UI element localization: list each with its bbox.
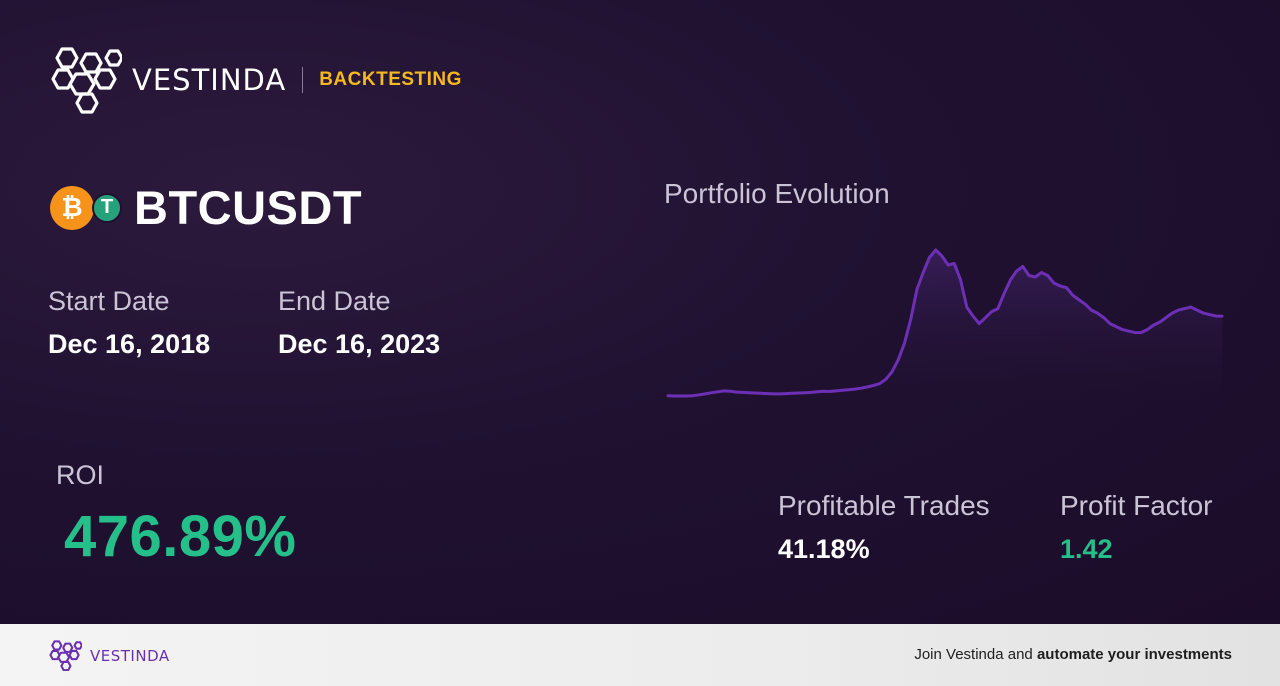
portfolio-area (668, 250, 1222, 404)
hexagon-cluster-icon (49, 640, 82, 671)
start-date-value: Dec 16, 2018 (48, 329, 211, 359)
hexagon-cluster-icon (51, 47, 122, 114)
footer-brand[interactable]: VESTINDA (48, 640, 170, 671)
profit-factor-block: Profit Factor 1.42 (1060, 490, 1212, 565)
end-date-value: Dec 16, 2023 (278, 329, 441, 359)
backtest-card: VESTINDA BACKTESTING ₿ T BTCUSDT Start D… (0, 0, 1280, 624)
footer-cta[interactable]: Join Vestinda and automate your investme… (914, 646, 1232, 663)
profitable-trades-block: Profitable Trades 41.18% (778, 490, 990, 565)
roi-label: ROI (56, 460, 105, 490)
brand-header: VESTINDA BACKTESTING (48, 46, 462, 114)
footer-cta-bold: automate your investments (1036, 646, 1232, 663)
profitable-trades-value: 41.18% (778, 534, 870, 564)
brand-name: VESTINDA (132, 63, 287, 97)
start-date-block: Start Date Dec 16, 2018 (48, 286, 210, 360)
brand-tag: BACKTESTING (319, 69, 462, 90)
tether-icon: T (92, 192, 122, 223)
brand-divider (302, 67, 304, 93)
profitable-trades-label: Profitable Trades (778, 490, 990, 521)
portfolio-chart (666, 248, 1224, 404)
footer: VESTINDA Join Vestinda and automate your… (0, 624, 1280, 686)
end-date-block: End Date Dec 16, 2023 (278, 286, 440, 360)
profit-factor-value: 1.42 (1060, 534, 1113, 564)
start-date-label: Start Date (48, 286, 170, 316)
portfolio-line (666, 248, 1224, 398)
end-date-label: End Date (278, 286, 391, 316)
pair-name: BTCUSDT (134, 181, 363, 234)
footer-brand-name: VESTINDA (90, 646, 170, 665)
roi-value: 476.89% (64, 504, 297, 569)
footer-cta-prefix: Join Vestinda and (914, 646, 1037, 663)
trading-pair: ₿ T BTCUSDT (50, 180, 362, 235)
chart-title: Portfolio Evolution (664, 178, 890, 209)
profit-factor-label: Profit Factor (1060, 490, 1213, 521)
bitcoin-icon: ₿ (50, 185, 94, 230)
